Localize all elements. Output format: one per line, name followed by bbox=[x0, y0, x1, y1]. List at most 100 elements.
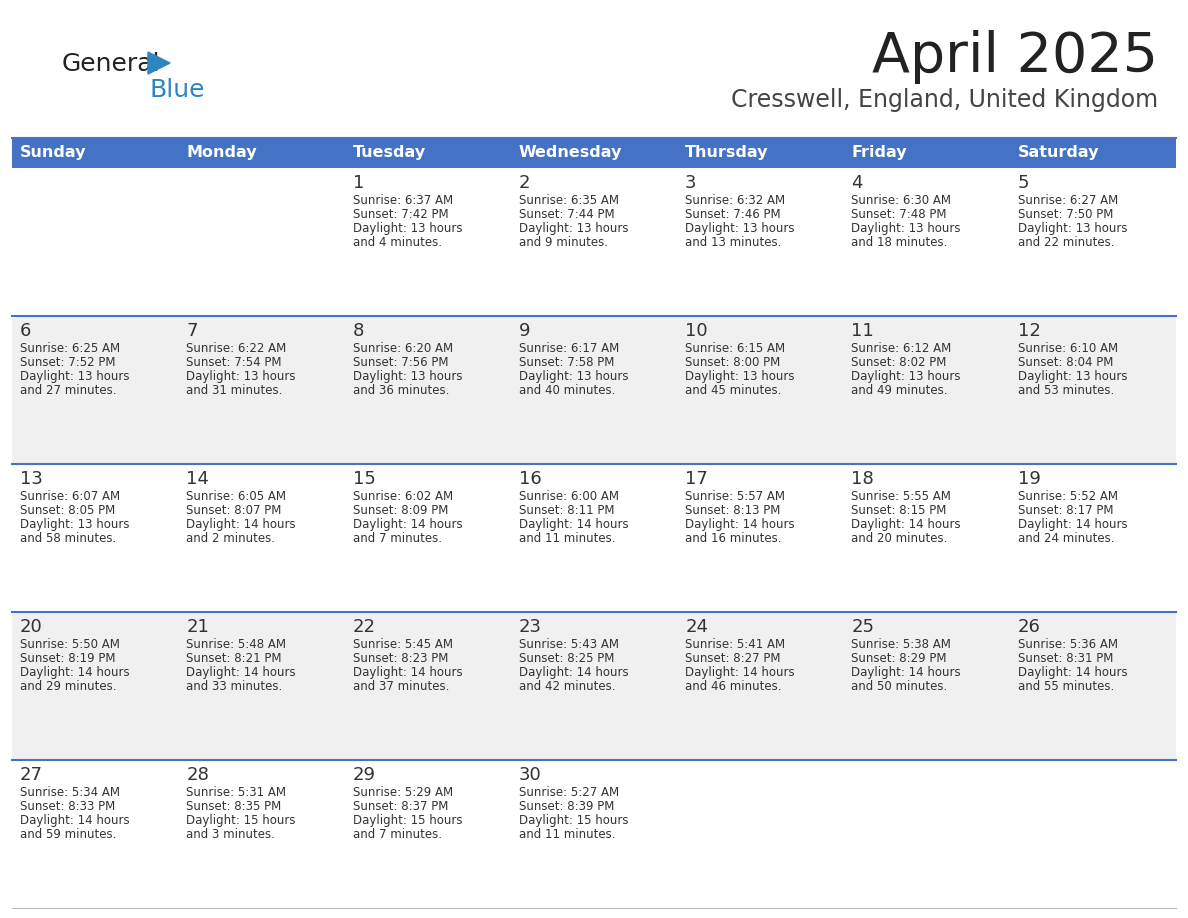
Text: Daylight: 13 hours: Daylight: 13 hours bbox=[353, 222, 462, 235]
Text: Sunset: 7:44 PM: Sunset: 7:44 PM bbox=[519, 208, 614, 221]
Text: Sunset: 7:46 PM: Sunset: 7:46 PM bbox=[685, 208, 781, 221]
Bar bbox=[12, 464, 1176, 612]
Text: Daylight: 14 hours: Daylight: 14 hours bbox=[1018, 518, 1127, 531]
Text: Sunset: 8:25 PM: Sunset: 8:25 PM bbox=[519, 652, 614, 665]
Text: and 22 minutes.: and 22 minutes. bbox=[1018, 236, 1114, 249]
Text: Sunset: 8:11 PM: Sunset: 8:11 PM bbox=[519, 504, 614, 517]
Text: Daylight: 13 hours: Daylight: 13 hours bbox=[852, 222, 961, 235]
Text: Sunset: 7:42 PM: Sunset: 7:42 PM bbox=[353, 208, 448, 221]
Text: Sunset: 7:50 PM: Sunset: 7:50 PM bbox=[1018, 208, 1113, 221]
Text: Sunset: 7:58 PM: Sunset: 7:58 PM bbox=[519, 356, 614, 369]
Text: Daylight: 15 hours: Daylight: 15 hours bbox=[519, 814, 628, 827]
Text: Sunrise: 6:07 AM: Sunrise: 6:07 AM bbox=[20, 490, 120, 503]
Text: and 27 minutes.: and 27 minutes. bbox=[20, 384, 116, 397]
Text: Sunset: 7:56 PM: Sunset: 7:56 PM bbox=[353, 356, 448, 369]
Text: Sunset: 8:21 PM: Sunset: 8:21 PM bbox=[187, 652, 282, 665]
Text: Sunrise: 6:35 AM: Sunrise: 6:35 AM bbox=[519, 194, 619, 207]
Text: Sunrise: 5:29 AM: Sunrise: 5:29 AM bbox=[353, 786, 453, 799]
Text: and 40 minutes.: and 40 minutes. bbox=[519, 384, 615, 397]
Text: Sunset: 8:04 PM: Sunset: 8:04 PM bbox=[1018, 356, 1113, 369]
Text: Daylight: 14 hours: Daylight: 14 hours bbox=[187, 518, 296, 531]
Text: 14: 14 bbox=[187, 470, 209, 488]
Text: 4: 4 bbox=[852, 174, 862, 192]
Text: Sunrise: 5:52 AM: Sunrise: 5:52 AM bbox=[1018, 490, 1118, 503]
Text: 26: 26 bbox=[1018, 618, 1041, 636]
Text: Daylight: 14 hours: Daylight: 14 hours bbox=[20, 666, 129, 679]
Text: Sunset: 8:02 PM: Sunset: 8:02 PM bbox=[852, 356, 947, 369]
Text: Daylight: 14 hours: Daylight: 14 hours bbox=[353, 666, 462, 679]
Text: and 49 minutes.: and 49 minutes. bbox=[852, 384, 948, 397]
Text: Sunrise: 6:05 AM: Sunrise: 6:05 AM bbox=[187, 490, 286, 503]
Text: 28: 28 bbox=[187, 766, 209, 784]
Text: Monday: Monday bbox=[187, 145, 257, 161]
Text: Sunrise: 5:38 AM: Sunrise: 5:38 AM bbox=[852, 638, 952, 651]
Text: 24: 24 bbox=[685, 618, 708, 636]
Text: 8: 8 bbox=[353, 322, 364, 340]
Text: Sunset: 8:05 PM: Sunset: 8:05 PM bbox=[20, 504, 115, 517]
Text: Sunset: 7:54 PM: Sunset: 7:54 PM bbox=[187, 356, 282, 369]
Text: and 24 minutes.: and 24 minutes. bbox=[1018, 532, 1114, 545]
Text: and 4 minutes.: and 4 minutes. bbox=[353, 236, 442, 249]
Text: and 53 minutes.: and 53 minutes. bbox=[1018, 384, 1114, 397]
Text: Wednesday: Wednesday bbox=[519, 145, 623, 161]
Text: 30: 30 bbox=[519, 766, 542, 784]
Text: 15: 15 bbox=[353, 470, 375, 488]
Text: and 42 minutes.: and 42 minutes. bbox=[519, 680, 615, 693]
Text: Daylight: 14 hours: Daylight: 14 hours bbox=[353, 518, 462, 531]
Text: Sunrise: 5:57 AM: Sunrise: 5:57 AM bbox=[685, 490, 785, 503]
Text: Sunrise: 6:32 AM: Sunrise: 6:32 AM bbox=[685, 194, 785, 207]
Text: 3: 3 bbox=[685, 174, 696, 192]
Text: 1: 1 bbox=[353, 174, 364, 192]
Text: Sunrise: 5:36 AM: Sunrise: 5:36 AM bbox=[1018, 638, 1118, 651]
Text: Sunset: 8:07 PM: Sunset: 8:07 PM bbox=[187, 504, 282, 517]
Text: 19: 19 bbox=[1018, 470, 1041, 488]
Text: Sunrise: 6:17 AM: Sunrise: 6:17 AM bbox=[519, 342, 619, 355]
Text: 5: 5 bbox=[1018, 174, 1029, 192]
Text: Daylight: 13 hours: Daylight: 13 hours bbox=[519, 370, 628, 383]
Text: Sunset: 8:37 PM: Sunset: 8:37 PM bbox=[353, 800, 448, 813]
Text: Sunset: 8:19 PM: Sunset: 8:19 PM bbox=[20, 652, 115, 665]
Text: 22: 22 bbox=[353, 618, 375, 636]
Text: Sunrise: 5:48 AM: Sunrise: 5:48 AM bbox=[187, 638, 286, 651]
Text: Sunset: 8:17 PM: Sunset: 8:17 PM bbox=[1018, 504, 1113, 517]
Text: Sunrise: 6:22 AM: Sunrise: 6:22 AM bbox=[187, 342, 286, 355]
Text: and 18 minutes.: and 18 minutes. bbox=[852, 236, 948, 249]
Bar bbox=[12, 168, 1176, 316]
Text: Sunset: 8:00 PM: Sunset: 8:00 PM bbox=[685, 356, 781, 369]
Text: Sunset: 8:15 PM: Sunset: 8:15 PM bbox=[852, 504, 947, 517]
Text: and 55 minutes.: and 55 minutes. bbox=[1018, 680, 1114, 693]
Text: and 2 minutes.: and 2 minutes. bbox=[187, 532, 276, 545]
Text: Sunrise: 5:41 AM: Sunrise: 5:41 AM bbox=[685, 638, 785, 651]
Text: Sunrise: 6:27 AM: Sunrise: 6:27 AM bbox=[1018, 194, 1118, 207]
Text: Sunrise: 5:34 AM: Sunrise: 5:34 AM bbox=[20, 786, 120, 799]
Text: Sunrise: 5:43 AM: Sunrise: 5:43 AM bbox=[519, 638, 619, 651]
Text: 17: 17 bbox=[685, 470, 708, 488]
Text: and 20 minutes.: and 20 minutes. bbox=[852, 532, 948, 545]
Text: Sunrise: 5:31 AM: Sunrise: 5:31 AM bbox=[187, 786, 286, 799]
Bar bbox=[12, 316, 1176, 464]
Text: 25: 25 bbox=[852, 618, 874, 636]
Text: Tuesday: Tuesday bbox=[353, 145, 425, 161]
Text: Daylight: 13 hours: Daylight: 13 hours bbox=[685, 370, 795, 383]
Text: and 7 minutes.: and 7 minutes. bbox=[353, 532, 442, 545]
Text: Thursday: Thursday bbox=[685, 145, 769, 161]
Text: Daylight: 14 hours: Daylight: 14 hours bbox=[852, 666, 961, 679]
Text: and 29 minutes.: and 29 minutes. bbox=[20, 680, 116, 693]
Text: General: General bbox=[62, 52, 160, 76]
Text: and 31 minutes.: and 31 minutes. bbox=[187, 384, 283, 397]
Text: Sunrise: 6:37 AM: Sunrise: 6:37 AM bbox=[353, 194, 453, 207]
Text: and 37 minutes.: and 37 minutes. bbox=[353, 680, 449, 693]
Text: 12: 12 bbox=[1018, 322, 1041, 340]
Text: and 33 minutes.: and 33 minutes. bbox=[187, 680, 283, 693]
Text: 23: 23 bbox=[519, 618, 542, 636]
Text: Sunrise: 6:10 AM: Sunrise: 6:10 AM bbox=[1018, 342, 1118, 355]
Text: Sunset: 8:31 PM: Sunset: 8:31 PM bbox=[1018, 652, 1113, 665]
Text: 2: 2 bbox=[519, 174, 530, 192]
Text: and 50 minutes.: and 50 minutes. bbox=[852, 680, 948, 693]
Text: and 58 minutes.: and 58 minutes. bbox=[20, 532, 116, 545]
Text: and 45 minutes.: and 45 minutes. bbox=[685, 384, 782, 397]
Text: Daylight: 15 hours: Daylight: 15 hours bbox=[353, 814, 462, 827]
Text: and 11 minutes.: and 11 minutes. bbox=[519, 532, 615, 545]
Text: Daylight: 14 hours: Daylight: 14 hours bbox=[852, 518, 961, 531]
Text: and 16 minutes.: and 16 minutes. bbox=[685, 532, 782, 545]
